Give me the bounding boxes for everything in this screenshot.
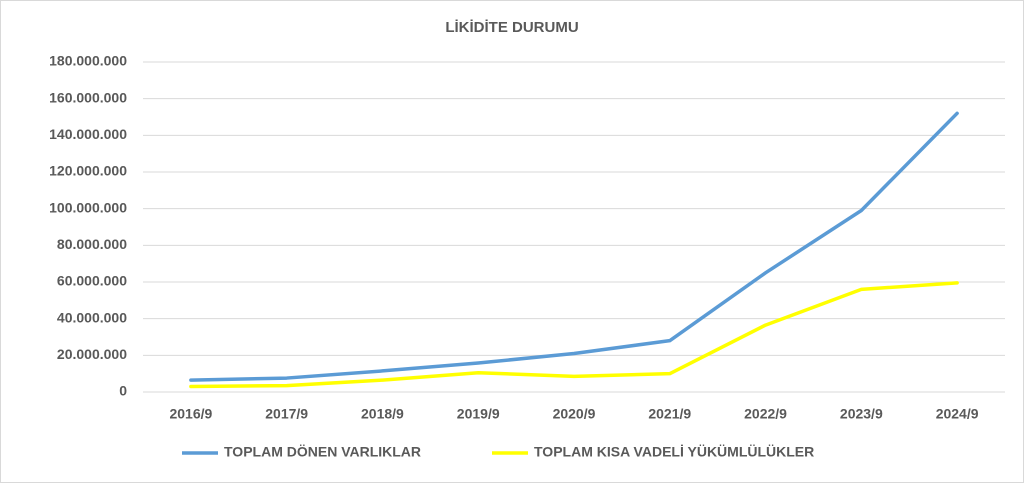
x-tick-label: 2016/9 bbox=[169, 406, 212, 422]
x-tick-label: 2017/9 bbox=[265, 406, 308, 422]
x-tick-label: 2022/9 bbox=[744, 406, 787, 422]
y-tick-label: 20.000.000 bbox=[57, 346, 127, 362]
y-tick-label: 40.000.000 bbox=[57, 309, 127, 325]
x-tick-label: 2021/9 bbox=[648, 406, 691, 422]
chart-title: LİKİDİTE DURUMU bbox=[445, 19, 578, 36]
legend-label: TOPLAM KISA VADELİ YÜKÜMLÜLÜKLER bbox=[534, 444, 814, 460]
y-tick-label: 100.000.000 bbox=[49, 199, 127, 215]
x-tick-label: 2018/9 bbox=[361, 406, 404, 422]
y-tick-label: 0 bbox=[119, 383, 127, 399]
x-tick-label: 2020/9 bbox=[553, 406, 596, 422]
y-tick-label: 180.000.000 bbox=[49, 53, 127, 69]
y-tick-label: 80.000.000 bbox=[57, 236, 127, 252]
series-line bbox=[189, 281, 959, 389]
x-tick-label: 2023/9 bbox=[840, 406, 883, 422]
x-tick-label: 2019/9 bbox=[457, 406, 500, 422]
y-tick-label: 160.000.000 bbox=[49, 89, 127, 105]
x-tick-label: 2024/9 bbox=[936, 406, 979, 422]
y-tick-label: 120.000.000 bbox=[49, 163, 127, 179]
legend-label: TOPLAM DÖNEN VARLIKLAR bbox=[224, 444, 421, 460]
series-line bbox=[189, 111, 959, 382]
y-tick-label: 60.000.000 bbox=[57, 273, 127, 289]
y-tick-label: 140.000.000 bbox=[49, 126, 127, 142]
